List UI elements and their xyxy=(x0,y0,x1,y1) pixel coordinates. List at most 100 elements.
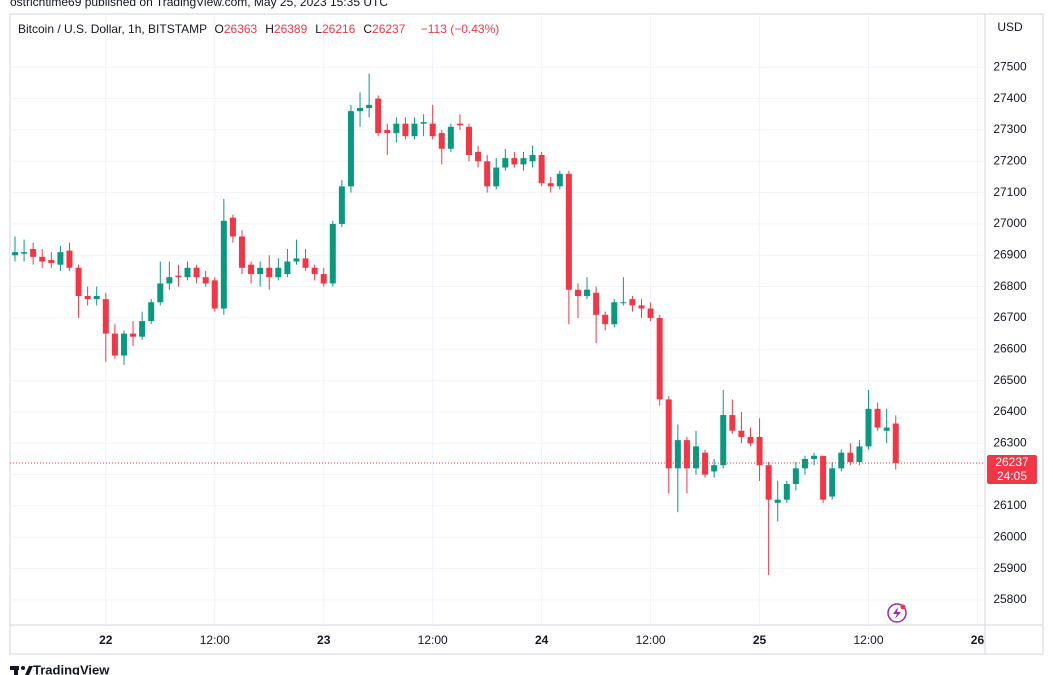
candle-body xyxy=(765,465,772,500)
candle-body xyxy=(357,108,364,112)
legend-label: O xyxy=(214,22,224,36)
candle-body xyxy=(211,280,218,309)
candle-body xyxy=(338,186,345,224)
candle-body xyxy=(311,267,318,275)
candle-body xyxy=(266,267,273,278)
candle-body xyxy=(12,252,18,256)
countdown: 24:05 xyxy=(997,469,1027,483)
candle-body xyxy=(347,111,354,187)
ohlc: O26363 H26389 L26216 C26237 xyxy=(215,22,414,36)
candle-body xyxy=(629,299,636,306)
candle-body xyxy=(656,317,663,400)
candle-body xyxy=(21,252,28,254)
candle-body xyxy=(275,267,282,278)
candle-body xyxy=(892,423,899,464)
candle-body xyxy=(111,333,118,356)
candle-body xyxy=(248,264,255,275)
candle-body xyxy=(420,122,427,124)
candle-body xyxy=(674,440,681,469)
y-tick-label: 26800 xyxy=(993,279,1027,293)
candle-body xyxy=(30,249,37,257)
candle-body xyxy=(175,275,182,278)
candle-body xyxy=(547,183,554,187)
candle-body xyxy=(456,123,463,126)
candle-body xyxy=(393,123,400,134)
x-tick-label: 12:00 xyxy=(200,633,230,647)
candle-body xyxy=(302,258,309,268)
last-price-badge xyxy=(987,455,1037,485)
x-tick-label: 12:00 xyxy=(636,633,666,647)
x-tick-label: 12:00 xyxy=(854,633,884,647)
candle-body xyxy=(584,289,591,296)
candle-body xyxy=(747,437,754,444)
candle-body xyxy=(102,299,109,334)
candle-body xyxy=(329,223,336,284)
candle-body xyxy=(157,283,164,303)
candle-body xyxy=(93,296,100,300)
candle-body xyxy=(756,437,763,466)
x-tick-label: 26 xyxy=(971,633,985,647)
lightning-icon xyxy=(887,603,907,623)
candle-body xyxy=(202,277,209,284)
candle-body xyxy=(811,455,818,459)
y-tick-label: 27500 xyxy=(993,59,1027,73)
brand: TradingView xyxy=(33,662,110,675)
candle-body xyxy=(783,484,790,500)
legend-value: 26237 xyxy=(372,22,406,36)
y-tick-label: 25800 xyxy=(993,592,1027,606)
x-tick-label: 12:00 xyxy=(418,633,448,647)
candle-body xyxy=(574,289,581,296)
candle-body xyxy=(520,158,527,165)
published-line: ostrichtime69 published on TradingView.c… xyxy=(10,0,388,9)
candle-body xyxy=(239,236,245,268)
y-tick-label: 27400 xyxy=(993,91,1027,105)
candle-body xyxy=(220,220,227,309)
frame xyxy=(9,13,1044,655)
y-tick-label: 26300 xyxy=(993,435,1027,449)
candle-body xyxy=(375,98,382,134)
candle-body xyxy=(720,415,727,466)
candle-body xyxy=(847,452,854,463)
candle-body xyxy=(829,468,836,497)
candle-body xyxy=(774,499,781,503)
x-tick-label: 24 xyxy=(535,633,549,647)
candle-body xyxy=(293,258,300,262)
y-tick-label: 26100 xyxy=(993,498,1027,512)
candle-body xyxy=(139,321,146,337)
candle-body xyxy=(429,123,436,137)
candle-body xyxy=(438,133,445,149)
candle-body xyxy=(257,267,264,275)
candle-body xyxy=(556,173,563,187)
candle-body xyxy=(693,446,699,469)
x-tick-label: 23 xyxy=(317,633,331,647)
candle-body xyxy=(738,430,745,437)
candle-body xyxy=(538,155,545,184)
grid xyxy=(10,14,985,625)
candle-body xyxy=(801,458,808,469)
candle-body xyxy=(166,277,173,284)
candle-body xyxy=(484,161,491,187)
legend-value: 26363 xyxy=(223,22,258,36)
y-tick-label: 26900 xyxy=(993,247,1027,261)
candle-body xyxy=(75,267,82,296)
candle-body xyxy=(711,465,718,472)
legend-row: Bitcoin / U.S. Dollar, 1h, BITSTAMP O263… xyxy=(18,22,503,36)
candle-body xyxy=(184,267,191,278)
candle-body xyxy=(493,167,500,187)
legend-label: C xyxy=(363,22,373,36)
candle-body xyxy=(48,259,55,264)
candle-body xyxy=(820,455,827,500)
y-tick-label: 26000 xyxy=(993,529,1027,543)
candle-body xyxy=(602,314,609,325)
candle-body xyxy=(120,333,127,356)
candle-body xyxy=(529,155,536,162)
y-tick-label: 26700 xyxy=(993,310,1027,324)
candle-body xyxy=(466,126,472,155)
candle-body xyxy=(647,308,654,318)
y-tick-label: 26400 xyxy=(993,404,1027,418)
candle-body xyxy=(665,399,672,469)
y-tick-label: 27000 xyxy=(993,216,1027,230)
candle-body xyxy=(620,302,627,304)
candle-body xyxy=(148,302,155,322)
x-tick-label: 22 xyxy=(99,633,113,647)
